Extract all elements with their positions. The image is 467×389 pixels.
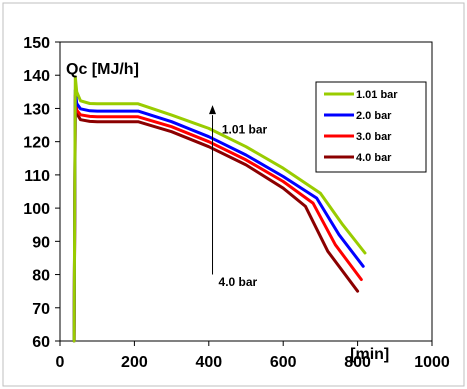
y-tick-label: 130 xyxy=(23,101,50,118)
x-axis-label: [min] xyxy=(350,346,389,363)
x-tick-label: 1000 xyxy=(414,354,450,371)
y-axis-label: Qc [MJ/h] xyxy=(66,61,139,78)
legend-label: 1.01 bar xyxy=(356,89,398,101)
y-tick-label: 150 xyxy=(23,35,50,52)
legend-label: 2.0 bar xyxy=(356,110,392,122)
legend-label: 4.0 bar xyxy=(356,152,392,164)
series-line-2-0-bar xyxy=(72,88,365,343)
series-line-4-0-bar xyxy=(72,98,360,343)
series-layer xyxy=(72,75,367,343)
y-tick-label: 140 xyxy=(23,68,50,85)
y-tick-label: 120 xyxy=(23,135,50,152)
y-tick-label: 100 xyxy=(23,201,50,218)
x-tick-label: 600 xyxy=(270,354,297,371)
x-tick-label: 400 xyxy=(195,354,222,371)
y-axis-ticks: 60 70 80 90 100 110 120 130 140 150 xyxy=(23,35,60,351)
x-axis-ticks: 0 200 400 600 800 1000 xyxy=(56,341,450,371)
y-tick-label: 110 xyxy=(24,168,50,185)
y-tick-label: 90 xyxy=(32,234,50,251)
legend-label: 3.0 bar xyxy=(356,131,392,143)
annotation-bottom-label: 4.0 bar xyxy=(219,275,258,289)
annotation-top-label: 1.01 bar xyxy=(222,122,268,136)
x-tick-label: 800 xyxy=(344,354,371,371)
annotation-arrowhead xyxy=(209,105,217,115)
y-tick-label: 70 xyxy=(32,301,50,318)
y-tick-label: 60 xyxy=(32,334,50,351)
x-tick-label: 200 xyxy=(121,354,148,371)
series-line-1-01-bar xyxy=(72,75,367,343)
y-tick-label: 80 xyxy=(32,268,50,285)
x-tick-label: 0 xyxy=(56,354,65,371)
legend: 1.01 bar 2.0 bar 3.0 bar 4.0 bar xyxy=(315,81,427,173)
series-line-3-0-bar xyxy=(72,93,363,343)
